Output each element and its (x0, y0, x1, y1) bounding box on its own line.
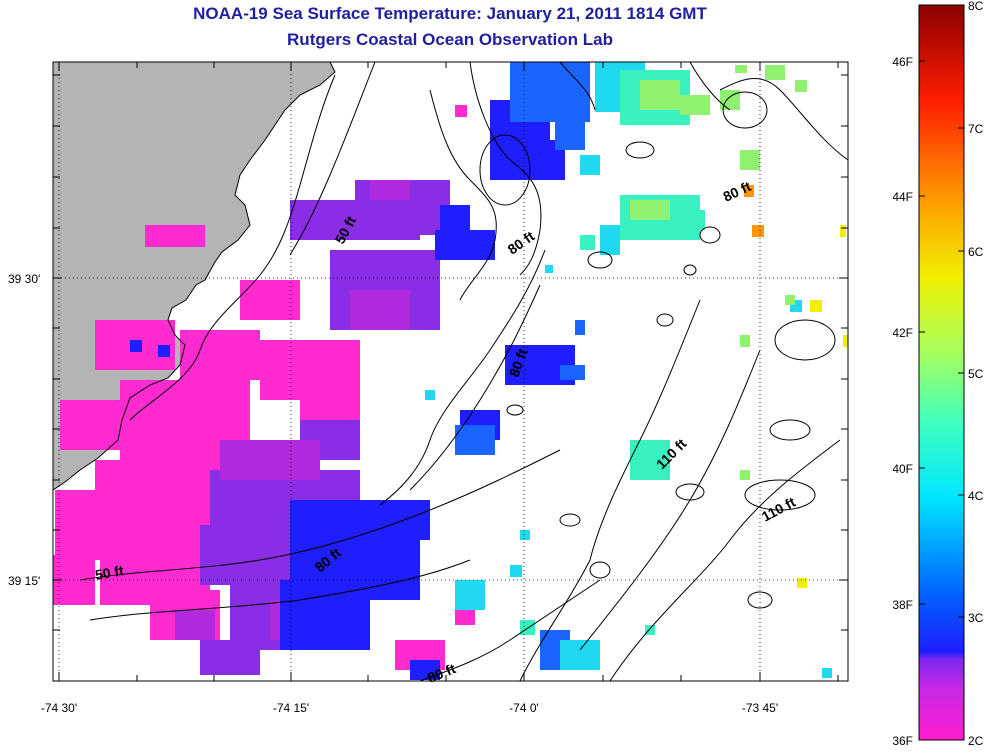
map-plot-area (53, 62, 848, 681)
axis-labels: 39 30' 39 15' -74 30' -74 15' -74 0' -73… (8, 272, 778, 715)
y-tick-label: 39 15' (8, 574, 40, 588)
colorbar-f-label: 38F (892, 598, 913, 612)
map-ticks (53, 62, 848, 681)
map-subtitle: Rutgers Coastal Ocean Observation Lab (287, 30, 613, 49)
colorbar-c-label: 4C (968, 489, 984, 503)
colorbar-f-label: 40F (892, 462, 913, 476)
x-tick-label: -74 15' (273, 701, 309, 715)
colorbar-c-label: 7C (968, 122, 984, 136)
colorbar-f-label: 46F (892, 55, 913, 69)
x-tick-label: -73 45' (742, 701, 778, 715)
bathymetry-contours (79, 62, 848, 681)
map-frame (52, 61, 849, 682)
contour-label: 50 ft (94, 562, 125, 583)
map-title: NOAA-19 Sea Surface Temperature: January… (193, 4, 707, 23)
colorbar-c-label: 8C (968, 0, 984, 13)
colorbar-gradient (918, 4, 965, 741)
coastline (53, 62, 336, 491)
x-tick-label: -74 0' (509, 701, 539, 715)
contour-blobs (479, 91, 836, 609)
colorbar-c-label: 5C (968, 367, 984, 381)
colorbar-c-label: 3C (968, 611, 984, 625)
colorbar-f-label: 42F (892, 326, 913, 340)
colorbar-f-label: 44F (892, 190, 913, 204)
x-tick-label: -74 30' (41, 701, 77, 715)
sst-pixels (53, 62, 848, 680)
colorbar: 46F 44F 42F 40F 38F 36F 8C 7C 6C 5C 4C 3… (892, 0, 983, 748)
colorbar-f-label: 36F (892, 734, 913, 748)
y-tick-label: 39 30' (8, 272, 40, 286)
grid-lines (53, 62, 848, 681)
colorbar-c-label: 2C (968, 734, 984, 748)
colorbar-c-label: 6C (968, 245, 984, 259)
